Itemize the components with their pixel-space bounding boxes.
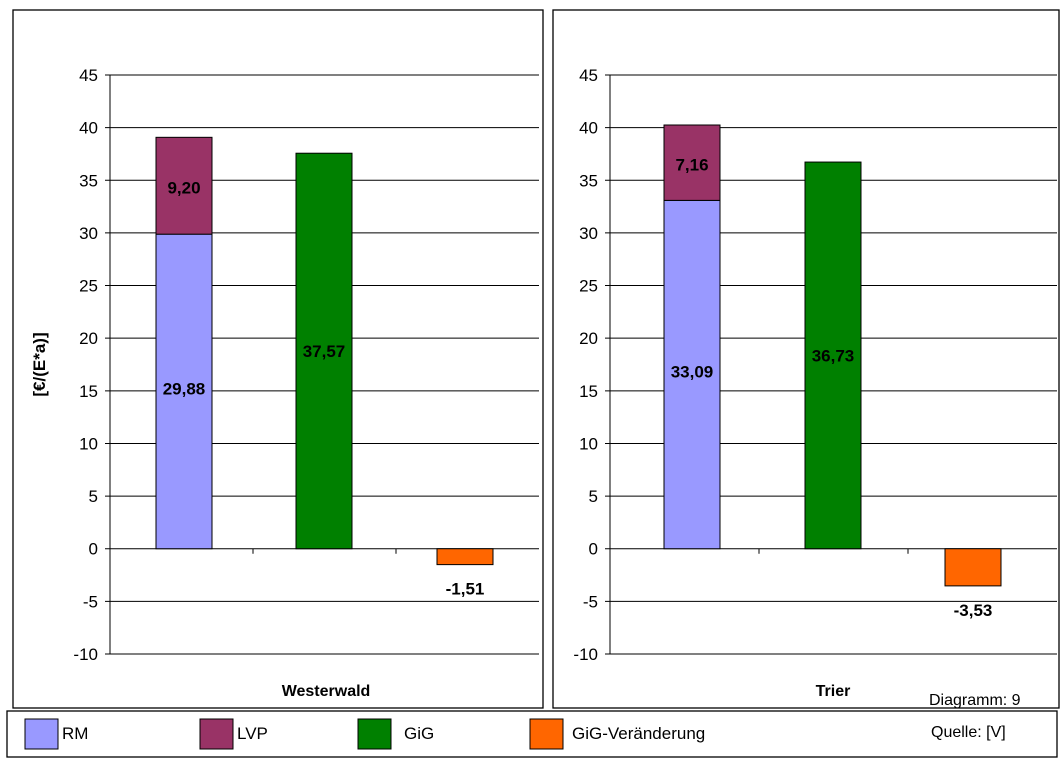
y-tick-label: -5 bbox=[83, 592, 98, 611]
diagram-number: Diagramm: 9 bbox=[929, 692, 1021, 709]
legend-swatch-gig-veraenderung bbox=[529, 718, 564, 750]
y-tick-label: 15 bbox=[79, 382, 98, 401]
legend-swatch-rm bbox=[24, 718, 59, 750]
y-tick-label: 10 bbox=[579, 434, 598, 453]
bar-lvp bbox=[663, 124, 721, 201]
y-tick-label: 30 bbox=[79, 224, 98, 243]
bar-gig bbox=[295, 152, 353, 550]
data-label-gig-veraenderung: -3,53 bbox=[954, 601, 993, 620]
category-label-trier: Trier bbox=[816, 683, 851, 700]
y-tick-label: 20 bbox=[79, 329, 98, 348]
legend-label-gig: GiG bbox=[404, 724, 434, 743]
data-label-gig: 36,73 bbox=[812, 346, 855, 365]
y-tick-label: 0 bbox=[89, 540, 98, 559]
legend-swatch-gig bbox=[357, 718, 392, 750]
y-tick-label: 45 bbox=[579, 66, 598, 85]
legend-swatch-lvp bbox=[199, 718, 234, 750]
y-tick-label: 25 bbox=[79, 277, 98, 296]
y-tick-label: 40 bbox=[579, 119, 598, 138]
y-tick-label: 0 bbox=[589, 540, 598, 559]
bar-gig-veraenderung bbox=[944, 548, 1002, 587]
y-tick-label: 5 bbox=[589, 487, 598, 506]
y-tick-label: 40 bbox=[79, 119, 98, 138]
category-label-westerwald: Westerwald bbox=[282, 683, 371, 700]
data-label-gig-veraenderung: -1,51 bbox=[446, 580, 485, 599]
data-label-lvp: 9,20 bbox=[167, 179, 200, 198]
y-tick-label: 35 bbox=[579, 171, 598, 190]
data-label-lvp: 7,16 bbox=[675, 156, 708, 175]
bar-lvp bbox=[155, 136, 213, 235]
y-tick-label: 5 bbox=[89, 487, 98, 506]
y-tick-label: 45 bbox=[79, 66, 98, 85]
y-tick-label: -5 bbox=[583, 592, 598, 611]
y-tick-label: 10 bbox=[79, 434, 98, 453]
bar-gig bbox=[804, 161, 862, 550]
legend-label-rm: RM bbox=[62, 724, 88, 743]
data-label-rm: 33,09 bbox=[671, 363, 714, 382]
bar-gig-veraenderung bbox=[436, 548, 494, 566]
y-axis-title: [€/(E*a)] bbox=[30, 332, 49, 396]
y-tick-label: -10 bbox=[73, 645, 98, 664]
panel-frame bbox=[12, 9, 544, 709]
chart-panel-trier: 45 40 35 30 25 20 15 10 5 0 -5 -10 33,09 7,16 36,73 -3,… bbox=[573, 66, 1057, 700]
data-label-gig: 37,57 bbox=[303, 342, 346, 361]
data-label-rm: 29,88 bbox=[163, 379, 206, 398]
y-tick-label: 20 bbox=[579, 329, 598, 348]
y-tick-label: 35 bbox=[79, 171, 98, 190]
y-tick-label: 15 bbox=[579, 382, 598, 401]
chart-panel-westerwald: 45 40 35 30 25 20 15 10 5 0 -5 -10 29,88 9,20 37,57 -1,… bbox=[30, 66, 539, 700]
y-tick-label: -10 bbox=[573, 645, 598, 664]
y-tick-label: 25 bbox=[579, 277, 598, 296]
source-note: Quelle: [V] bbox=[931, 724, 1006, 741]
legend-label-gig-veraenderung: GiG-Veränderung bbox=[572, 724, 705, 743]
y-tick-label: 30 bbox=[579, 224, 598, 243]
legend-label-lvp: LVP bbox=[237, 724, 268, 743]
